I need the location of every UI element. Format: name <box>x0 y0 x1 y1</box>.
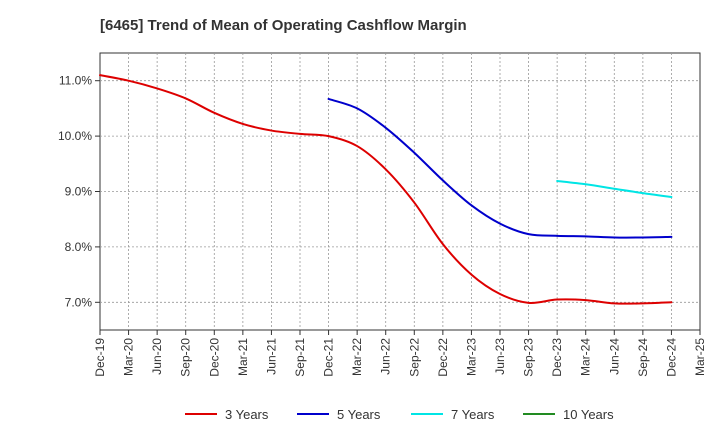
series-lines <box>99 74 673 305</box>
x-tick-label: Sep-20 <box>179 338 193 377</box>
x-tick-label: Sep-24 <box>636 338 650 377</box>
x-tick-label: Jun-22 <box>379 338 393 375</box>
x-tick-label: Dec-22 <box>436 338 450 377</box>
x-tick-label: Jun-24 <box>607 338 621 375</box>
y-tick-label: 7.0% <box>65 295 93 309</box>
x-tick-label: Mar-24 <box>579 338 593 376</box>
series-line-5-years <box>327 97 673 239</box>
x-tick-label: Sep-21 <box>293 338 307 377</box>
x-tick-label: Dec-24 <box>664 338 678 377</box>
x-tick-label: Dec-20 <box>207 338 221 377</box>
x-axis-ticks: Dec-19 Mar-20 Jun-20 Sep-20 Dec-20 Mar-21 Jun-… <box>93 330 707 377</box>
y-tick-label: 9.0% <box>65 185 93 199</box>
y-tick-label: 8.0% <box>65 240 93 254</box>
x-tick-label: Mar-21 <box>236 338 250 376</box>
x-tick-label: Jun-20 <box>150 338 164 375</box>
legend-label-5-years: 5 Years <box>337 407 381 422</box>
series-line-7-years <box>556 179 673 199</box>
x-tick-label: Dec-23 <box>550 338 564 377</box>
x-tick-label: Sep-23 <box>522 338 536 377</box>
x-tick-label: Mar-20 <box>122 338 136 376</box>
y-tick-label: 10.0% <box>58 129 92 143</box>
x-tick-label: Mar-23 <box>464 338 478 376</box>
x-tick-label: Sep-22 <box>407 338 421 377</box>
y-axis-ticks: 7.0% 8.0% 9.0% 10.0% 11.0% <box>58 74 100 309</box>
y-tick-label: 11.0% <box>59 74 92 88</box>
x-tick-label: Jun-23 <box>493 338 507 375</box>
x-tick-label: Dec-19 <box>93 338 107 377</box>
chart-title: [6465] Trend of Mean of Operating Cashfl… <box>100 17 467 34</box>
legend-label-7-years: 7 Years <box>451 407 495 422</box>
x-tick-label: Jun-21 <box>264 338 278 375</box>
legend-label-10-years: 10 Years <box>563 407 614 422</box>
x-tick-label: Mar-22 <box>350 338 364 376</box>
x-tick-label: Mar-25 <box>693 338 707 376</box>
legend-label-3-years: 3 Years <box>225 407 269 422</box>
x-tick-label: Dec-21 <box>322 338 336 377</box>
legend: 3 Years 5 Years 7 Years 10 Years <box>185 407 614 422</box>
series-line-3-years <box>99 74 673 305</box>
